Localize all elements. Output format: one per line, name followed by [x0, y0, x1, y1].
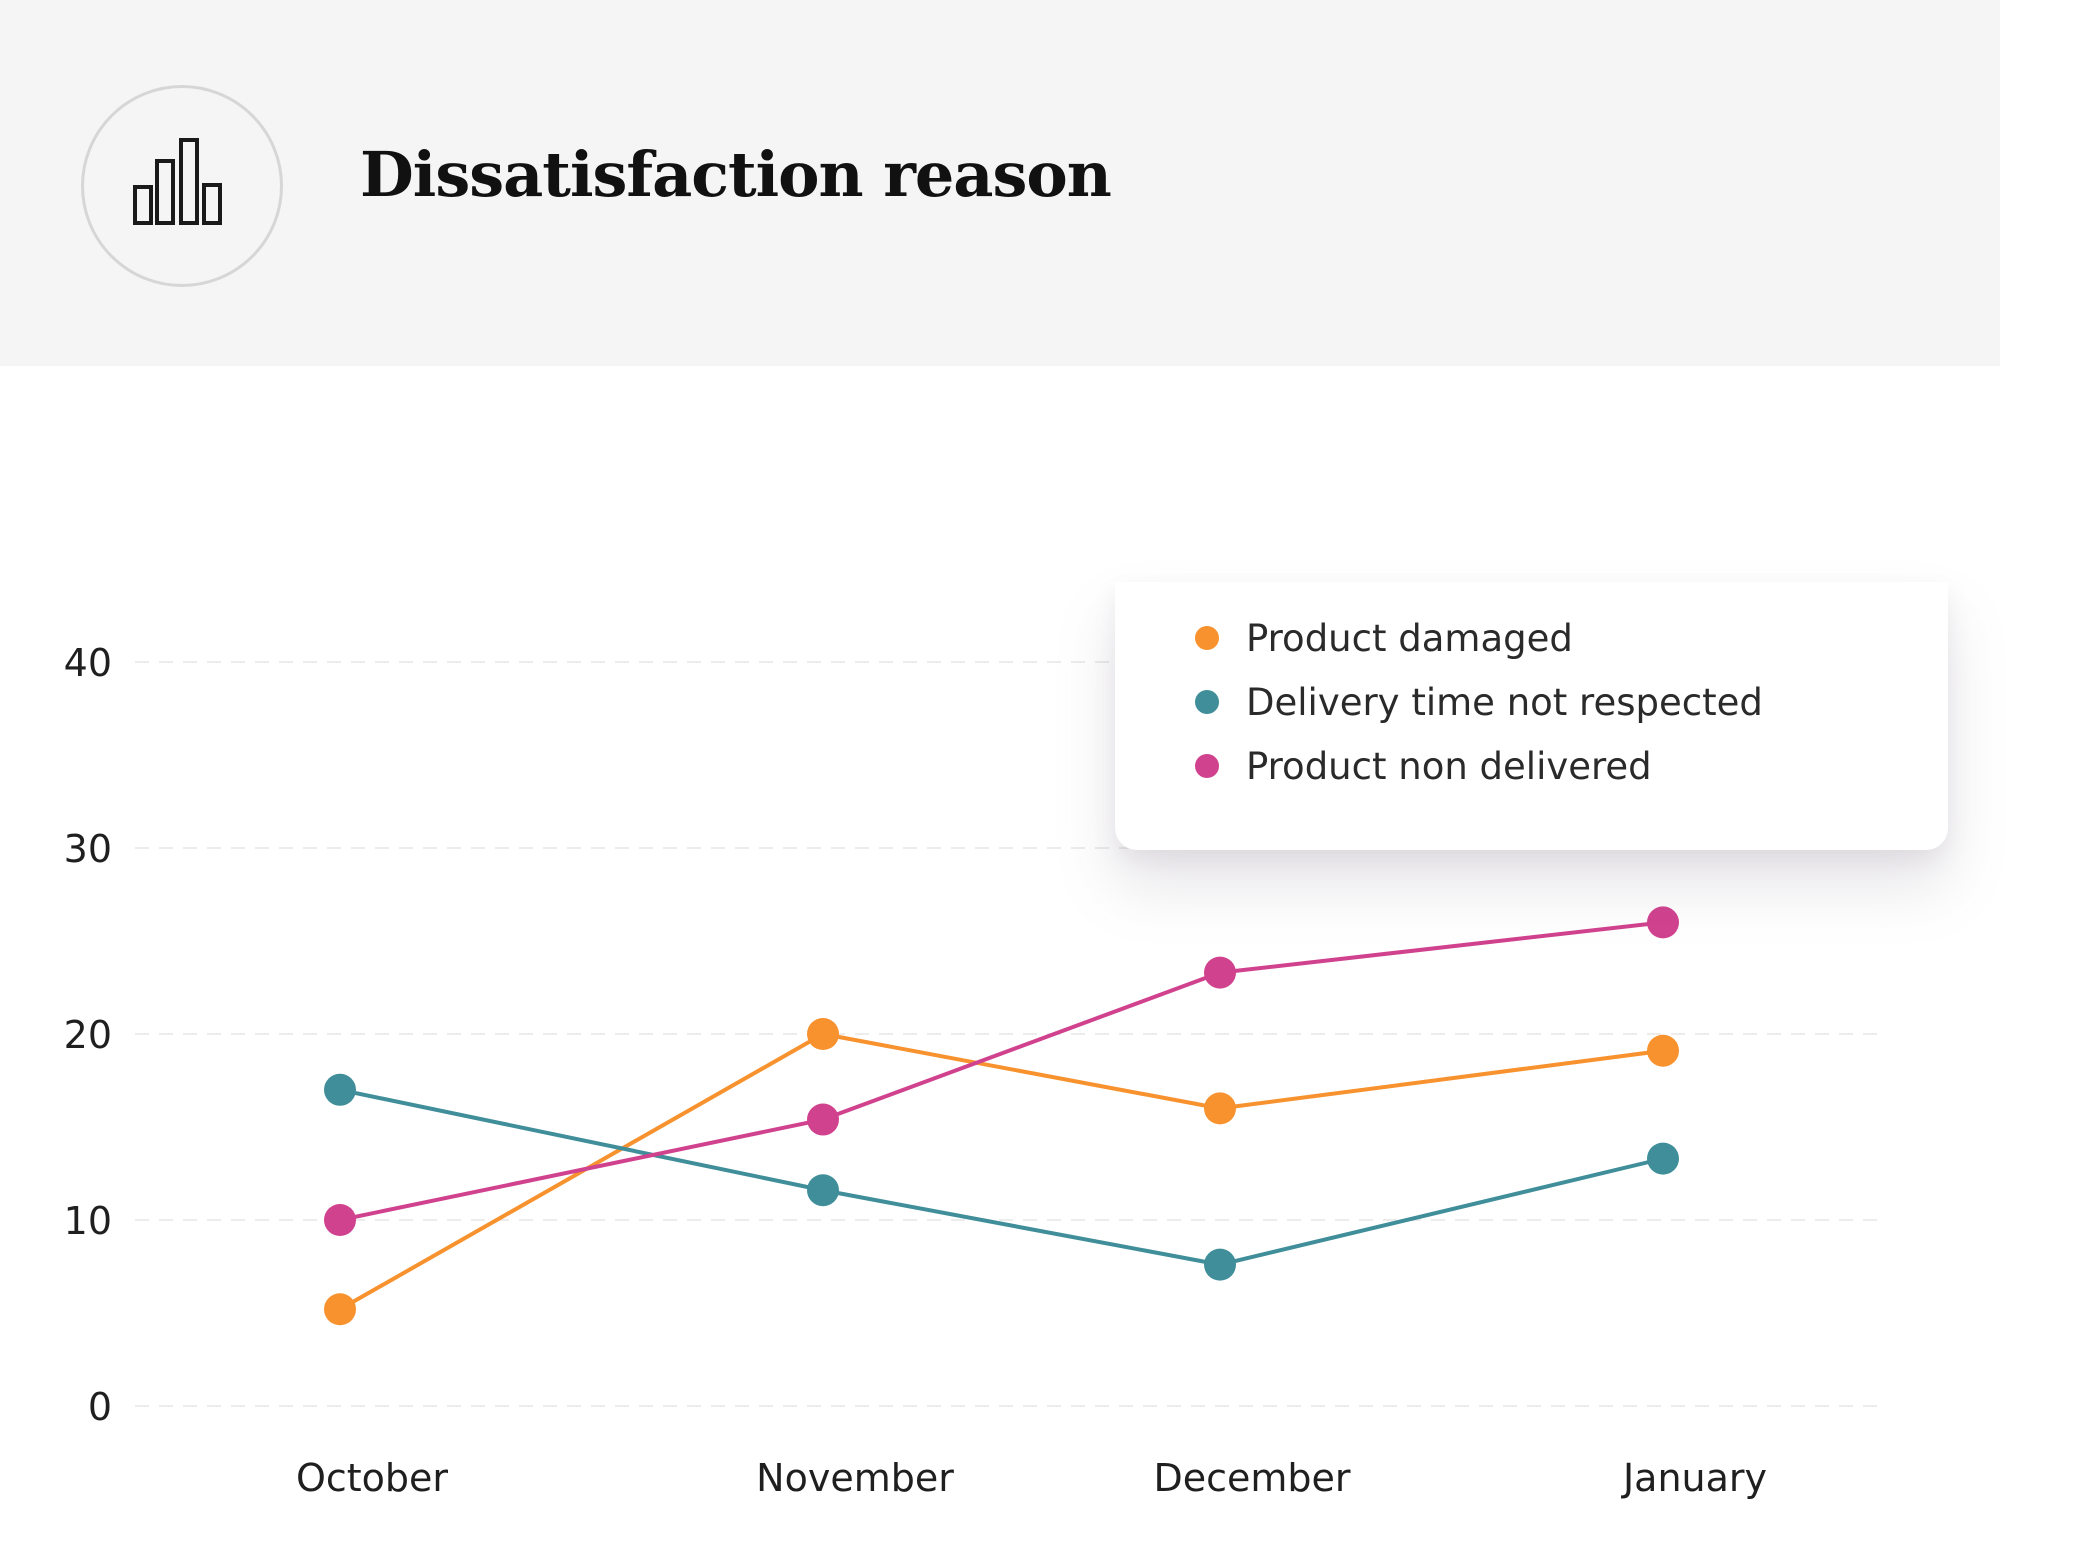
x-tick-label: December	[1153, 1456, 1350, 1500]
data-point[interactable]	[324, 1073, 356, 1106]
series-0	[324, 1018, 1679, 1326]
legend-item[interactable]: Delivery time not respected	[1195, 677, 1763, 727]
data-point[interactable]	[807, 1103, 839, 1136]
data-point[interactable]	[807, 1174, 839, 1207]
legend-item[interactable]: Product non delivered	[1195, 741, 1652, 791]
data-point[interactable]	[1647, 1034, 1679, 1067]
data-point[interactable]	[1204, 1248, 1236, 1281]
chart-card	[0, 366, 2000, 1560]
bar-chart-icon	[133, 138, 222, 225]
legend-item[interactable]: Product damaged	[1195, 613, 1573, 663]
data-point[interactable]	[324, 1204, 356, 1236]
series-1	[324, 1073, 1679, 1281]
legend-dot-icon	[1195, 754, 1219, 778]
data-point[interactable]	[324, 1293, 356, 1326]
chart-icon-badge	[81, 85, 283, 287]
x-tick-label: October	[296, 1456, 448, 1500]
legend-dot-icon	[1195, 690, 1219, 714]
x-tick-label: November	[756, 1456, 954, 1500]
legend-label: Product damaged	[1246, 616, 1573, 660]
data-point[interactable]	[1204, 956, 1236, 989]
data-point[interactable]	[1647, 1142, 1679, 1175]
y-tick-label: 10	[64, 1199, 112, 1243]
chart-header: Dissatisfaction reason	[0, 0, 2000, 366]
y-tick-label: 30	[64, 827, 112, 871]
data-point[interactable]	[1647, 906, 1679, 939]
y-tick-label: 20	[64, 1013, 112, 1057]
legend-label: Delivery time not respected	[1246, 680, 1763, 724]
series-line	[339, 920, 1664, 1222]
data-point[interactable]	[1204, 1092, 1236, 1125]
page-title: Dissatisfaction reason	[360, 138, 1112, 211]
chart-legend: Product damaged Delivery time not respect…	[1115, 582, 1948, 850]
y-tick-label: 40	[64, 641, 112, 685]
legend-label: Product non delivered	[1246, 744, 1652, 788]
x-tick-label: January	[1621, 1456, 1767, 1500]
series-line	[339, 1087, 1664, 1267]
series-line	[339, 1032, 1664, 1312]
legend-dot-icon	[1195, 626, 1219, 650]
y-tick-label: 0	[88, 1385, 112, 1429]
data-point[interactable]	[807, 1018, 839, 1050]
series-2	[324, 906, 1679, 1236]
